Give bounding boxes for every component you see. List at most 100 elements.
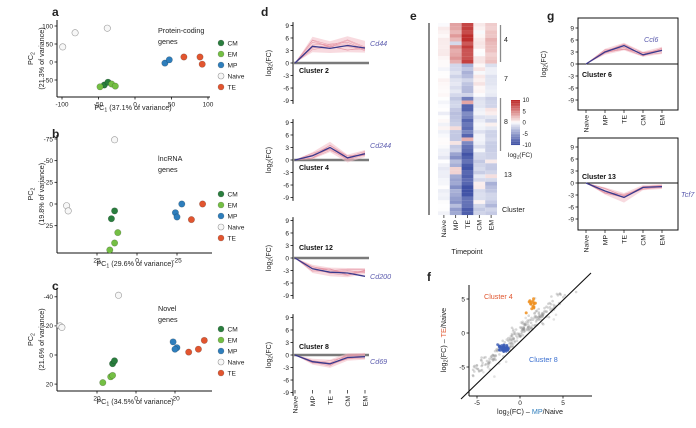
heatmap-cell <box>473 163 486 168</box>
heatmap-cell <box>485 115 497 120</box>
y-tick-label: -9 <box>283 390 289 397</box>
gene-label: Ccl6 <box>644 35 658 44</box>
colorbar-segment <box>511 136 520 138</box>
y-tick-label: -40 <box>44 294 54 301</box>
cluster4-point <box>531 299 535 303</box>
heatmap-cell <box>485 45 497 49</box>
heatmap-cell <box>473 82 486 86</box>
label-segment: 2 <box>517 155 520 160</box>
legend-label: TE <box>228 370 237 377</box>
point-Naive <box>71 29 79 37</box>
point-TE <box>194 345 202 353</box>
heatmap-cell <box>473 192 486 197</box>
legend-label: EM <box>228 202 238 209</box>
heatmap-cell <box>485 211 497 216</box>
point-CM <box>111 357 119 365</box>
colorbar-segment <box>511 117 520 119</box>
heatmap-cell <box>438 200 450 204</box>
colorbar-segment <box>511 130 520 132</box>
heatmap-cell <box>461 170 474 175</box>
heatmap-cell <box>449 163 462 168</box>
heatmap-cell <box>461 45 474 49</box>
heatmap-cell <box>461 82 474 86</box>
heatmap-cell <box>438 85 450 90</box>
legend-label: CM <box>228 191 238 198</box>
y-tick-label: 0 <box>49 352 53 359</box>
heatmap-cell <box>438 144 450 149</box>
colorbar-tick-label: 0 <box>523 121 527 127</box>
heatmap-cell <box>461 144 474 149</box>
background-gene-point <box>523 329 527 333</box>
x-tick-label: -25 <box>172 258 182 265</box>
point-EM <box>111 239 119 247</box>
x-cat-label: CM <box>640 115 647 126</box>
y-tick-label: 9 <box>285 218 289 225</box>
heatmap-cell <box>461 148 474 153</box>
heatmap-cell <box>473 178 486 182</box>
heatmap-cell <box>461 189 474 193</box>
background-gene-point <box>522 328 525 332</box>
x-cat-label: EM <box>659 235 666 246</box>
y-axis-label: PC2 <box>26 52 37 65</box>
cluster-number: 4 <box>504 37 508 44</box>
background-gene-point <box>498 353 501 356</box>
point-TE <box>187 216 195 224</box>
background-gene-point <box>514 328 518 331</box>
point-Naive <box>59 43 67 51</box>
background-gene-point <box>473 364 476 368</box>
background-gene-point <box>487 361 491 365</box>
panel-letter-c: c <box>52 279 59 293</box>
background-gene-point <box>512 337 515 340</box>
cluster-label: Cluster 4 <box>299 165 329 172</box>
point-EM <box>106 246 114 254</box>
heatmap-cell <box>485 141 497 145</box>
cluster-label: Cluster 6 <box>582 72 612 79</box>
background-gene-point <box>522 327 526 330</box>
background-gene-point <box>476 367 479 371</box>
background-gene-point <box>510 344 513 348</box>
heatmap-cell <box>461 52 474 57</box>
heatmap-cell <box>461 152 474 156</box>
y-tick-label: -75 <box>44 136 54 143</box>
background-gene-point <box>519 334 523 338</box>
colorbar-segment <box>511 112 520 114</box>
x-axis-label: PC1 (29.6% of variance) <box>96 259 173 270</box>
panel-letter-g: g <box>547 9 554 23</box>
heatmap-cell <box>473 104 486 108</box>
label-segment: PC <box>26 336 35 346</box>
heatmap-cell <box>461 23 474 27</box>
heatmap-cell <box>449 41 462 46</box>
heatmap-cell <box>485 130 497 134</box>
x-tick-label: 0 <box>135 258 139 265</box>
heatmap-cell <box>449 89 462 94</box>
heatmap-cell <box>473 144 486 149</box>
y-axis-label: PC2 <box>26 187 37 200</box>
y-tick-label: -9 <box>283 98 289 105</box>
background-gene-point <box>524 323 528 327</box>
heatmap-cell <box>438 167 450 171</box>
point-EM <box>109 371 117 379</box>
y-tick-label: -3 <box>283 268 289 275</box>
gene-label: Cd69 <box>370 357 387 366</box>
heatmap-cell <box>438 45 450 49</box>
heatmap-cell <box>449 100 462 105</box>
heatmap-cell <box>485 185 497 190</box>
background-gene-point <box>474 366 478 370</box>
heatmap-cell <box>485 119 497 123</box>
x-axis-label: PC1 (34.5% of variance) <box>96 397 173 408</box>
background-gene-point <box>552 318 556 321</box>
legend-label: MP <box>228 348 238 355</box>
background-gene-point <box>485 359 489 363</box>
label-segment: log <box>497 407 507 416</box>
label-segment: PC <box>26 55 35 65</box>
colorbar-segment <box>511 115 520 117</box>
heatmap-cell <box>438 26 450 31</box>
heatmap-cell <box>473 122 486 127</box>
y-axis-label: log2(FC) <box>266 342 275 368</box>
background-gene-point <box>512 328 515 332</box>
background-gene-point <box>524 321 528 324</box>
heatmap-cell <box>438 34 450 38</box>
heatmap-cell <box>438 185 450 190</box>
heatmap-cell <box>461 141 474 145</box>
